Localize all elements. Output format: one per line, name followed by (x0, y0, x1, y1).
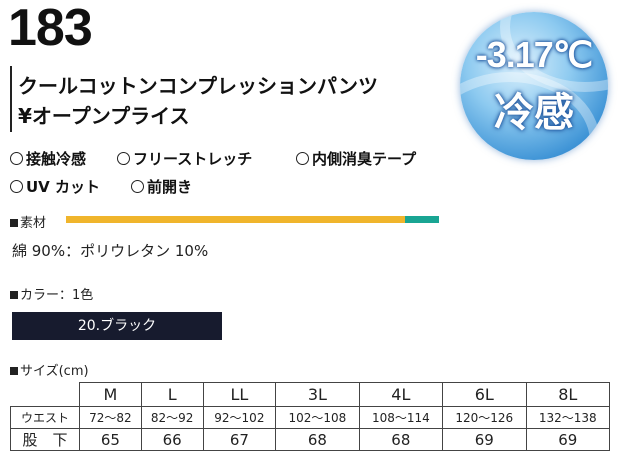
table-cell: 132〜138 (525, 406, 610, 429)
table-cell: 108〜114 (358, 406, 444, 429)
feature-item: 接触冷感 (10, 148, 86, 169)
table-cell: 69 (442, 428, 527, 451)
table-cell: 92〜102 (202, 406, 277, 429)
material-bar (66, 216, 439, 223)
color-swatch-black: 20.ブラック (12, 312, 222, 340)
circle-icon (131, 180, 144, 193)
material-bar-accent (405, 216, 439, 223)
row-label-inseam: 股 下 (10, 428, 80, 451)
size-column-header: LL (202, 382, 277, 407)
table-cell: 69 (525, 428, 610, 451)
table-cell: 68 (275, 428, 360, 451)
cooling-badge: -3.17℃ 冷感 (460, 12, 608, 160)
feature-item: 内側消臭テープ (296, 148, 416, 169)
size-heading: サイズ(cm) (10, 360, 89, 379)
size-column-header: 3L (275, 382, 360, 407)
table-cell: 82〜92 (140, 406, 204, 429)
feature-item: 前開き (131, 176, 192, 197)
feature-item: UV カット (10, 176, 100, 197)
product-price: ¥オープンプライス (18, 104, 190, 128)
size-table-corner (10, 382, 80, 407)
material-heading: 素材 (10, 212, 46, 231)
title-divider (10, 66, 432, 132)
table-row: 股 下 65 66 67 68 68 69 69 (10, 428, 610, 451)
square-bullet-icon (10, 367, 18, 375)
size-column-header: 6L (442, 382, 527, 407)
table-row: ウエスト 72〜82 82〜92 92〜102 102〜108 108〜114 … (10, 406, 610, 429)
feature-label: UV カット (26, 178, 101, 196)
color-heading-label: カラー：1色 (20, 288, 94, 303)
feature-item: フリーストレッチ (117, 148, 252, 169)
material-composition: 綿 90%：ポリウレタン 10% (12, 242, 209, 260)
row-label-waist: ウエスト (10, 406, 80, 429)
material-heading-label: 素材 (20, 216, 47, 231)
circle-icon (296, 152, 309, 165)
table-cell: 65 (79, 428, 142, 451)
square-bullet-icon (10, 219, 18, 227)
size-column-header: L (140, 382, 204, 407)
size-heading-label: サイズ(cm) (20, 364, 89, 379)
size-column-header: 4L (358, 382, 444, 407)
table-cell: 66 (140, 428, 204, 451)
table-cell: 120〜126 (442, 406, 527, 429)
badge-temperature: -3.17℃ (475, 34, 593, 75)
feature-label: 内側消臭テープ (312, 150, 417, 168)
size-header-row: M L LL 3L 4L 6L 8L (10, 382, 610, 407)
product-number: 183 (8, 0, 93, 57)
circle-icon (10, 180, 23, 193)
table-cell: 68 (358, 428, 444, 451)
color-heading: カラー：1色 (10, 284, 93, 303)
circle-icon (10, 152, 23, 165)
product-name: クールコットンコンプレッションパンツ (18, 74, 378, 98)
feature-label: 接触冷感 (26, 150, 87, 168)
square-bullet-icon (10, 291, 18, 299)
badge-label: 冷感 (494, 90, 574, 136)
circle-icon (117, 152, 130, 165)
table-cell: 67 (202, 428, 277, 451)
feature-label: 前開き (147, 178, 193, 196)
size-column-header: 8L (525, 382, 610, 407)
table-cell: 72〜82 (79, 406, 142, 429)
size-table: M L LL 3L 4L 6L 8L ウエスト 72〜82 82〜92 92〜1… (10, 382, 610, 451)
size-column-header: M (79, 382, 142, 407)
table-cell: 102〜108 (275, 406, 360, 429)
feature-label: フリーストレッチ (133, 150, 253, 168)
